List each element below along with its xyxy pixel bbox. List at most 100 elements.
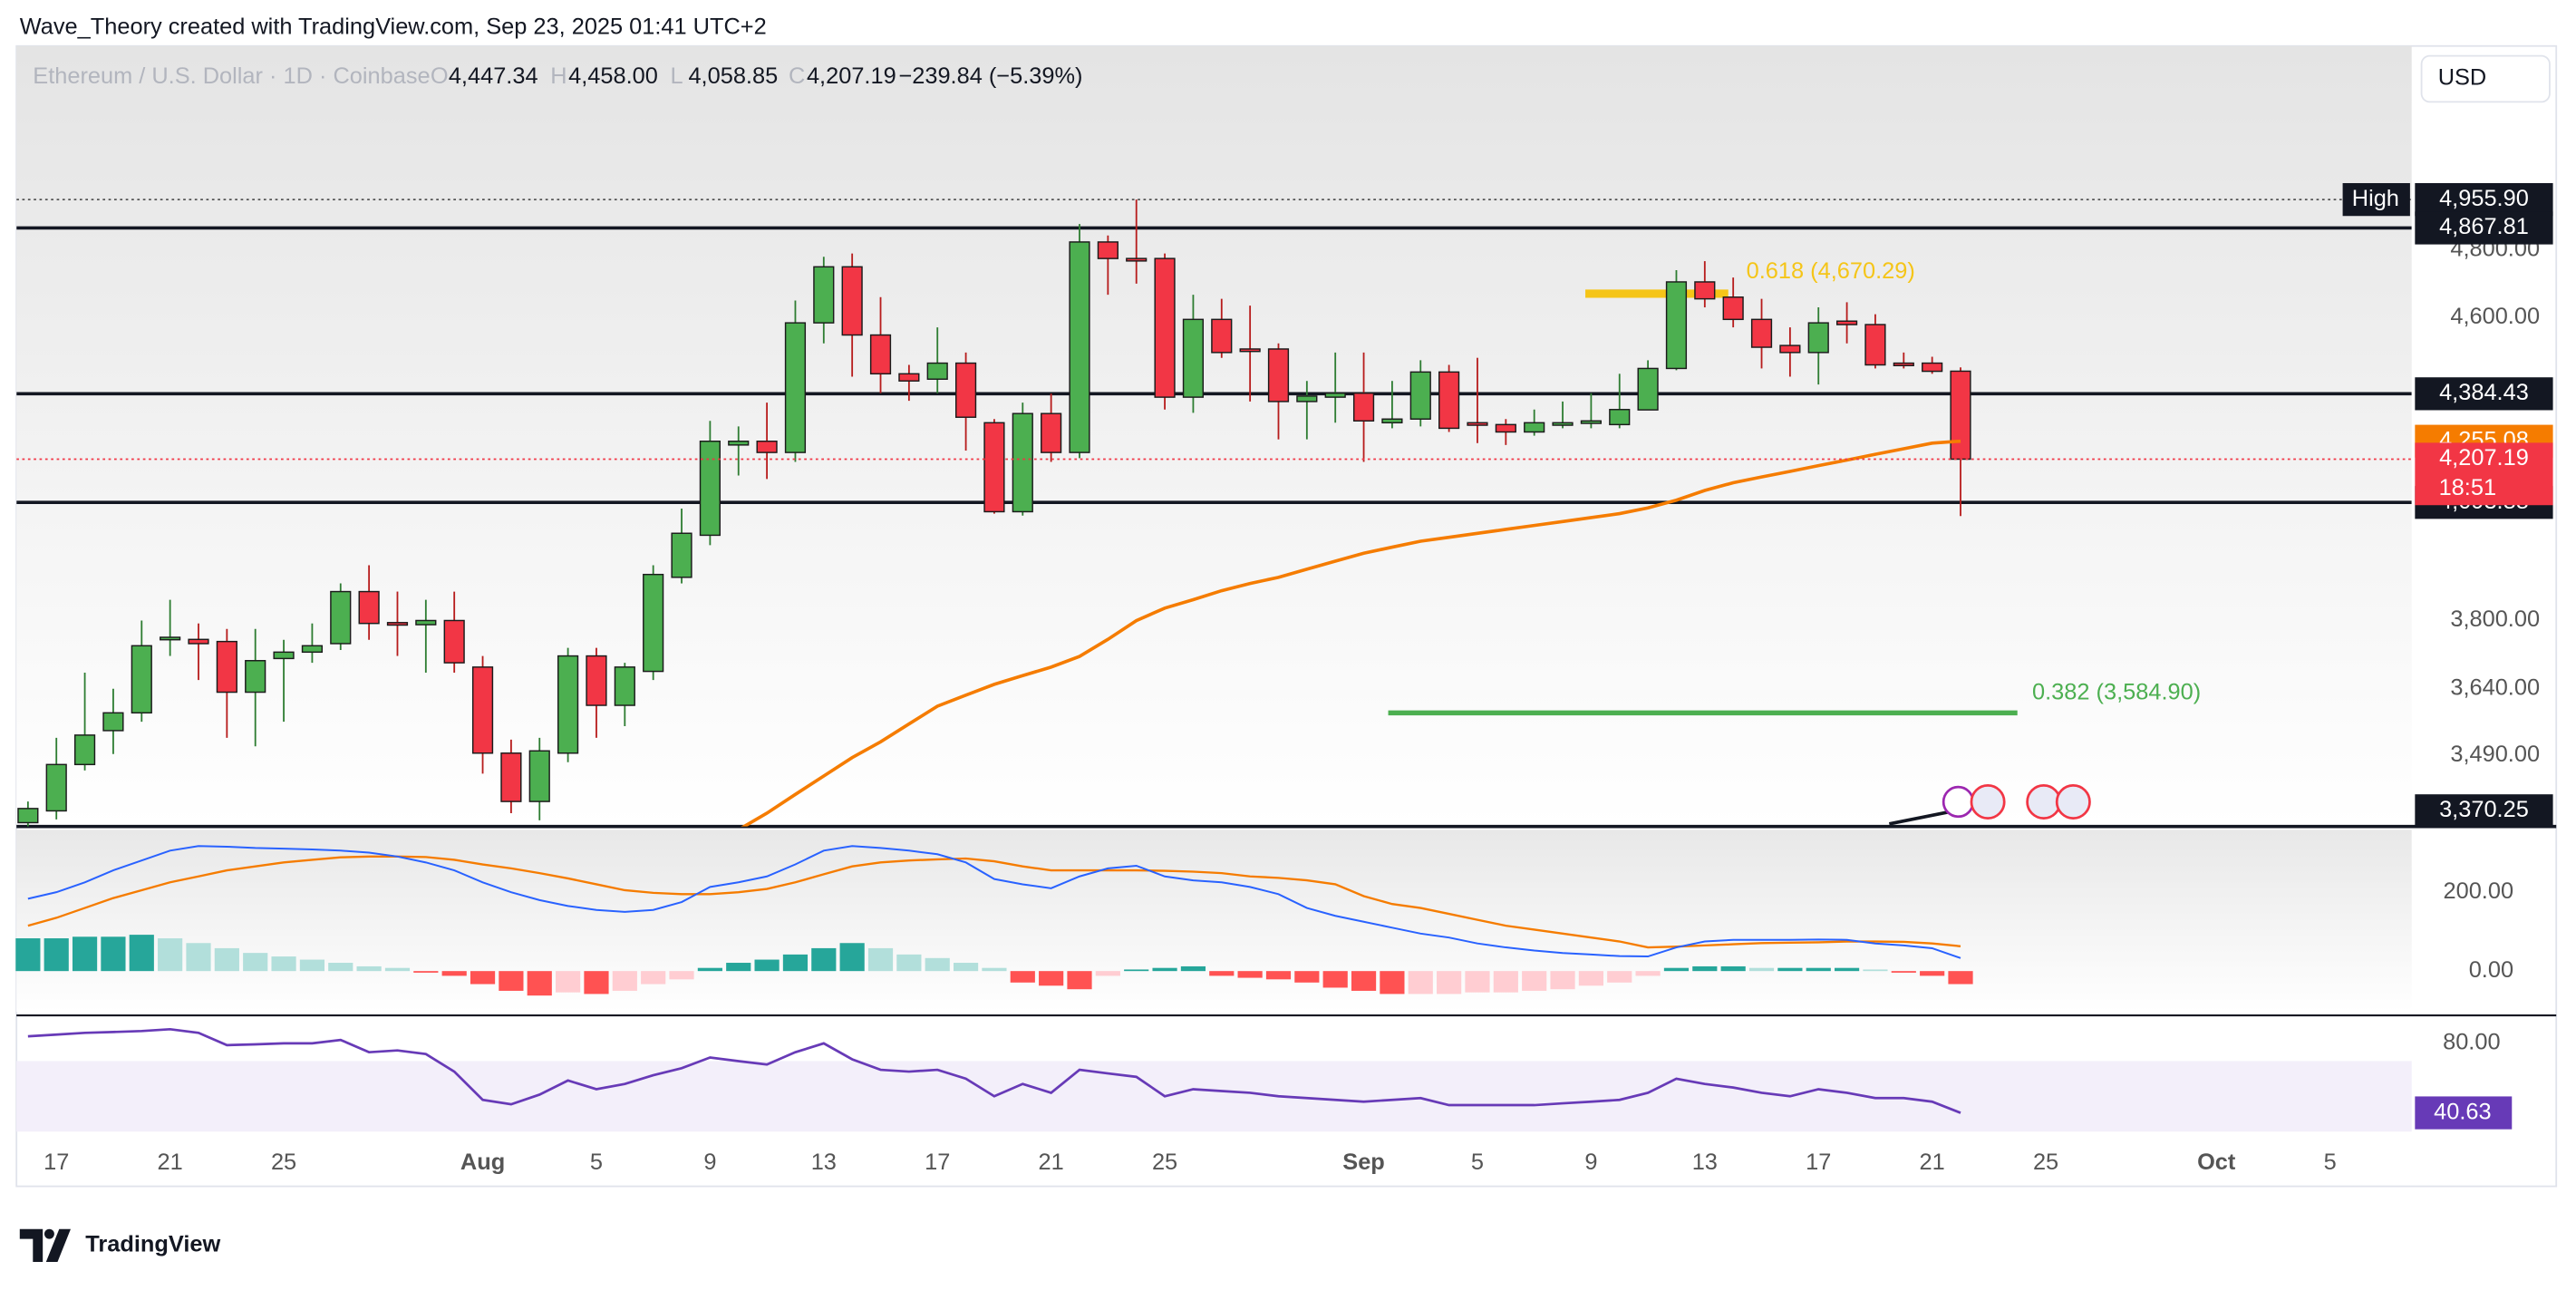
histogram-bar <box>867 947 894 972</box>
histogram-bar <box>158 938 183 972</box>
histogram-bar <box>1550 971 1575 990</box>
high-tag-text: High <box>2352 186 2399 211</box>
histogram-bar <box>1265 971 1292 980</box>
currency-button[interactable] <box>2420 54 2551 103</box>
histogram-bar <box>1465 971 1490 993</box>
candle-body <box>1467 422 1488 426</box>
histogram-bar <box>1720 965 1746 972</box>
candle-body <box>1381 418 1403 424</box>
histogram-bar <box>1067 971 1092 990</box>
candle-body <box>586 655 607 706</box>
legend-value: 4,458.00 <box>568 63 658 89</box>
histogram-bar <box>243 953 268 972</box>
histogram-bar <box>186 943 211 972</box>
axis-tag <box>2415 442 2553 506</box>
candle-body <box>1126 257 1148 262</box>
logo-mark <box>44 1228 54 1239</box>
histogram-bar <box>1806 967 1831 972</box>
histogram-bar <box>1294 971 1320 983</box>
axis-tag <box>2415 377 2553 411</box>
candle-body <box>1524 422 1545 433</box>
histogram-bar <box>328 963 353 972</box>
x-tick-label: 17 <box>1806 1150 1831 1175</box>
candle-body <box>1864 324 1886 366</box>
candle-body <box>1893 362 1914 366</box>
legend-key: C <box>789 63 805 89</box>
histogram-bar <box>129 935 154 972</box>
candle-body <box>756 441 778 453</box>
histogram-bar <box>612 971 637 991</box>
histogram-bar <box>1493 971 1518 993</box>
histogram-bar <box>811 947 837 972</box>
histogram-bar <box>499 971 524 991</box>
histogram-bar <box>1351 971 1377 991</box>
candle-body <box>728 441 750 446</box>
currency[interactable]: USD <box>2438 65 2487 91</box>
x-tick-label: 25 <box>2033 1150 2058 1175</box>
legend-value: 4,207.19 <box>807 63 896 89</box>
candle-body <box>699 441 721 537</box>
histogram-bar <box>1209 971 1235 976</box>
ema-line <box>741 439 1961 827</box>
histogram-bar <box>1437 971 1462 994</box>
histogram-bar <box>527 971 552 996</box>
histogram-bar <box>1920 971 1945 976</box>
candle-body <box>273 651 295 660</box>
candle-body <box>415 619 437 626</box>
x-tick-label: Sep <box>1342 1150 1385 1175</box>
histogram-bar <box>413 971 439 973</box>
histogram-bar <box>1039 971 1064 986</box>
x-tick-label: 21 <box>158 1150 183 1175</box>
x-tick-label: 25 <box>271 1150 296 1175</box>
y-tick-label: 3,800.00 <box>2450 606 2540 632</box>
histogram-bar <box>1863 969 1888 972</box>
candle-body <box>216 640 237 694</box>
event-icons <box>1942 783 2091 820</box>
histogram-bar <box>214 947 239 972</box>
histogram-bar <box>470 971 496 985</box>
candle-body <box>73 734 96 766</box>
histogram-bar <box>1408 971 1433 994</box>
candle-body <box>1239 348 1261 353</box>
histogram-bar <box>15 938 41 972</box>
x-tick-label: 5 <box>2324 1150 2337 1175</box>
axis-tag-text: 40.63 <box>2434 1099 2491 1124</box>
x-tick-label: 17 <box>44 1150 69 1175</box>
histogram-bar <box>1578 971 1603 986</box>
event-icon <box>2055 783 2091 820</box>
candle-body <box>671 532 692 578</box>
candle-body <box>1182 318 1205 398</box>
histogram-bar <box>556 971 581 993</box>
candle-body <box>869 334 892 375</box>
x-tick-label: 13 <box>1692 1150 1718 1175</box>
candle-body <box>17 808 39 824</box>
x-tick-label: 25 <box>1152 1150 1177 1175</box>
histogram-bar <box>1891 971 1916 973</box>
x-tick-label: 21 <box>1039 1150 1064 1175</box>
rsi-line <box>27 1027 1961 1114</box>
candle-body <box>301 645 324 654</box>
candle-body <box>1950 370 1971 461</box>
fib-label: 0.382 (3,584.90) <box>2032 679 2201 704</box>
x-tick-label: 9 <box>1584 1150 1597 1175</box>
fib-label: 0.618 (4,670.29) <box>1747 258 1915 284</box>
candle-body <box>983 422 1005 513</box>
candle-body <box>1750 318 1773 348</box>
candle-body <box>443 619 465 664</box>
histogram-bar <box>384 967 411 972</box>
histogram-bar <box>1748 967 1775 972</box>
histogram-bar <box>584 971 609 994</box>
histogram-bar <box>1010 971 1035 983</box>
histogram-bar <box>1152 967 1177 972</box>
histogram-bar <box>72 936 98 972</box>
histogram-bar <box>1663 967 1690 972</box>
axis-tag <box>2415 1096 2513 1130</box>
axis-tag-text: 4,955.90 <box>2439 186 2529 211</box>
histogram-bar <box>726 963 751 972</box>
histogram-bar <box>754 959 780 972</box>
candle-body <box>1409 371 1431 420</box>
y-tick-label: 0.00 <box>2469 957 2513 983</box>
candle-body <box>1694 281 1716 300</box>
histogram-bar <box>271 956 296 972</box>
